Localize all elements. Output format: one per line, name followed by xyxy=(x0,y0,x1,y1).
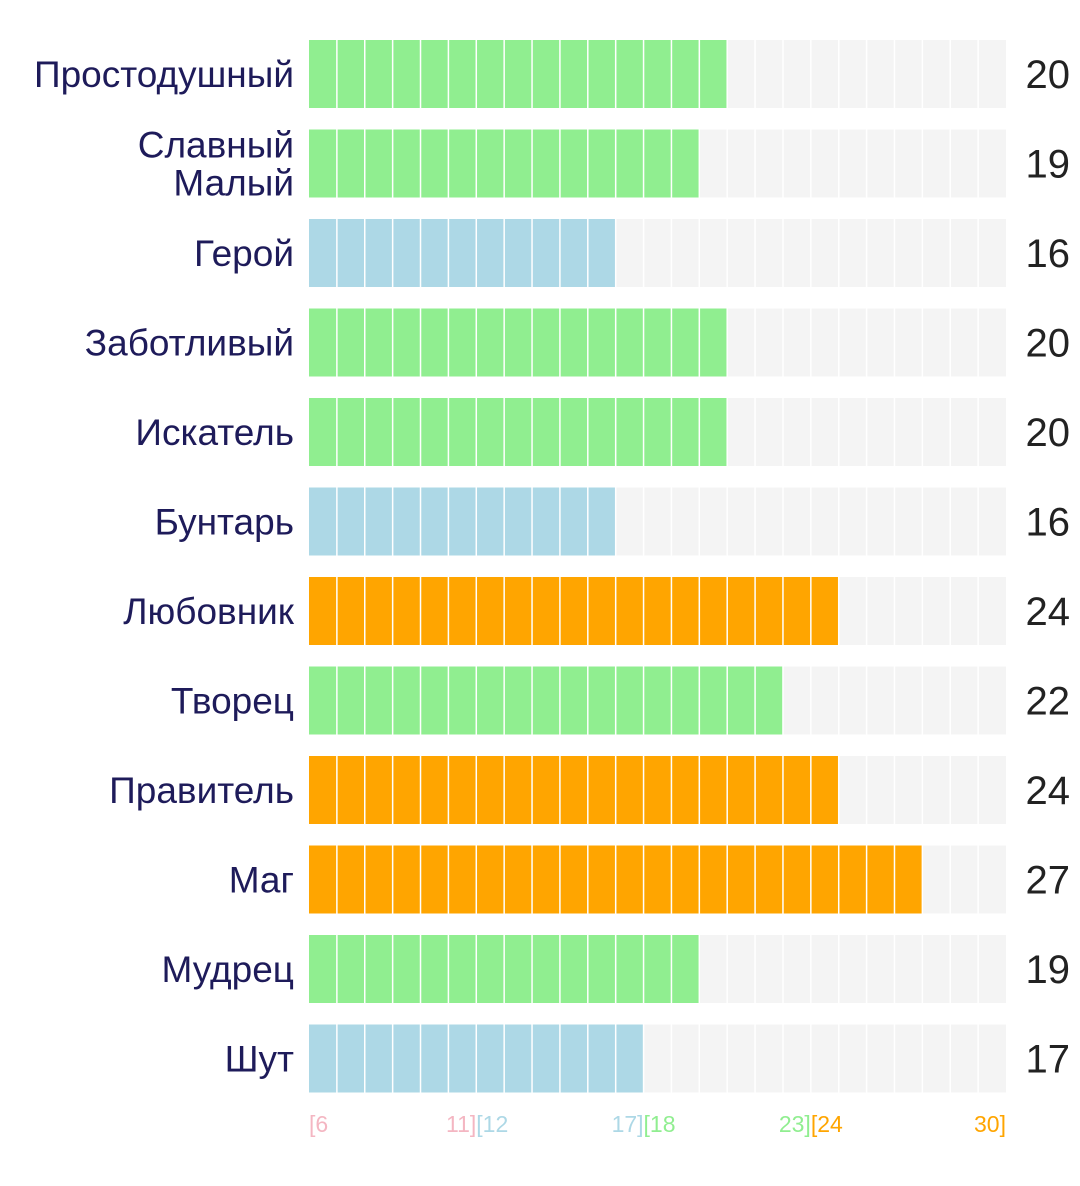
value-label: 27 xyxy=(1026,859,1071,903)
category-label-line: Простодушный xyxy=(34,54,294,95)
range-tick-label: 17] xyxy=(612,1111,644,1137)
bar-row xyxy=(309,129,1006,198)
bar-row xyxy=(309,845,1006,914)
bar xyxy=(309,487,616,556)
category-label-line: Любовник xyxy=(123,591,295,632)
bar xyxy=(309,756,839,824)
category-label: Правитель xyxy=(109,770,294,811)
value-label: 19 xyxy=(1026,948,1071,992)
value-label: 20 xyxy=(1026,411,1071,455)
range-tick-label: [6 xyxy=(309,1111,328,1137)
category-label: Заботливый xyxy=(85,323,294,364)
category-label-line: Маг xyxy=(229,860,294,901)
bar-row xyxy=(309,935,1006,1003)
category-label-line: Шут xyxy=(225,1039,294,1080)
range-tick-label: [12 xyxy=(476,1111,508,1137)
category-label-line: Славный xyxy=(138,125,294,166)
bar-row xyxy=(309,1024,1006,1093)
bar xyxy=(309,40,728,108)
value-label: 19 xyxy=(1026,143,1071,187)
category-label: Маг xyxy=(229,860,294,901)
bars-layer xyxy=(309,40,1006,1093)
range-tick-label: [24 xyxy=(811,1111,843,1137)
bar xyxy=(309,398,728,466)
bar xyxy=(309,666,783,735)
value-label: 22 xyxy=(1026,680,1071,724)
value-label: 17 xyxy=(1026,1038,1071,1082)
category-label: Славный Малый xyxy=(138,125,294,204)
category-label: Мудрец xyxy=(162,949,294,990)
category-label: Творец xyxy=(171,681,294,722)
category-label: Простодушный xyxy=(34,54,294,95)
category-labels: Простодушный Славный Малый Герой Заботливый И… xyxy=(34,54,295,1080)
bar-row xyxy=(309,666,1006,735)
category-label: Шут xyxy=(225,1039,294,1080)
range-tick-label: 11] xyxy=(446,1111,476,1137)
bar-row xyxy=(309,487,1006,556)
category-label: Герой xyxy=(194,233,294,274)
value-label: 20 xyxy=(1026,53,1071,97)
range-tick-label: 23] xyxy=(779,1111,811,1137)
category-label-line: Искатель xyxy=(135,412,294,453)
value-label: 20 xyxy=(1026,322,1071,366)
category-label: Бунтарь xyxy=(155,502,294,543)
category-label: Искатель xyxy=(135,412,294,453)
category-label-line: Заботливый xyxy=(85,323,294,364)
value-label: 24 xyxy=(1026,769,1071,813)
value-label: 16 xyxy=(1026,232,1071,276)
category-label-line: Малый xyxy=(173,163,294,204)
bar xyxy=(309,577,839,645)
category-label-line: Творец xyxy=(171,681,294,722)
bar xyxy=(309,308,728,377)
range-tick-label: [18 xyxy=(644,1111,676,1137)
bar-row xyxy=(309,577,1006,645)
category-label-line: Мудрец xyxy=(162,949,294,990)
value-label: 16 xyxy=(1026,501,1071,545)
bar-row xyxy=(309,398,1006,466)
bar-row xyxy=(309,40,1006,108)
range-axis: [6 11] [12 17] [18 23] [24 30] xyxy=(309,1111,1006,1137)
category-label-line: Бунтарь xyxy=(155,502,294,543)
bar-row xyxy=(309,308,1006,377)
bar-row xyxy=(309,756,1006,824)
value-label: 24 xyxy=(1026,590,1071,634)
range-tick-label: 30] xyxy=(974,1111,1006,1137)
bar xyxy=(309,219,616,287)
bar-row xyxy=(309,219,1006,287)
value-labels: 20 19 16 20 20 16 24 22 24 27 19 17 xyxy=(1026,53,1071,1082)
category-label-line: Герой xyxy=(194,233,294,274)
category-label: Любовник xyxy=(123,591,295,632)
category-label-line: Правитель xyxy=(109,770,294,811)
